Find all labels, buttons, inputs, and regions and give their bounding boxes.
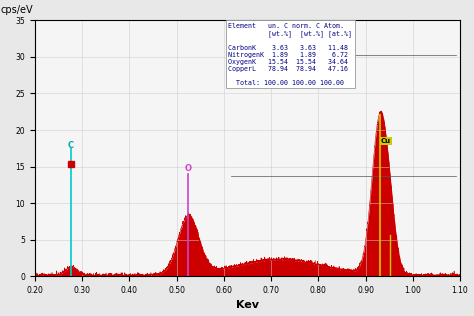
Text: C: C bbox=[67, 141, 73, 150]
Text: O: O bbox=[185, 164, 191, 173]
X-axis label: Kev: Kev bbox=[236, 301, 259, 310]
Text: cps/eV: cps/eV bbox=[1, 5, 34, 15]
Text: Cu: Cu bbox=[381, 138, 391, 144]
Text: Element   un. C norm. C Atom.
          [wt.%]  [wt.%] [at.%]

CarbonK    3.63  : Element un. C norm. C Atom. [wt.%] [wt.%… bbox=[228, 23, 352, 86]
